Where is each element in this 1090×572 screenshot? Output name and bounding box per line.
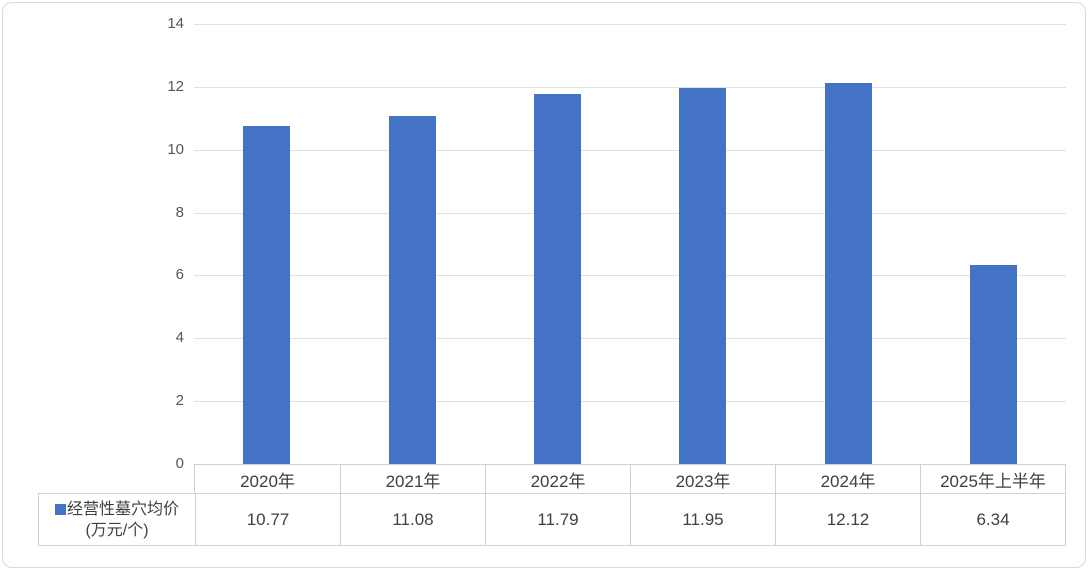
bar-2020年 <box>243 125 291 464</box>
bar-2022年 <box>533 93 581 464</box>
category-cell: 2025年上半年 <box>920 465 1065 493</box>
gridline <box>194 86 1066 88</box>
category-cell: 2021年 <box>340 465 485 493</box>
value-cell: 12.12 <box>775 494 920 545</box>
legend-cell: 经营性墓穴均价 (万元/个) <box>39 494 195 545</box>
gridline <box>194 338 1066 340</box>
value-cell: 6.34 <box>920 494 1065 545</box>
table-header-row: 2020年 2021年 2022年 2023年 2024年 2025年上半年 <box>194 464 1066 494</box>
value-cell: 11.08 <box>340 494 485 545</box>
gridline <box>194 401 1066 403</box>
y-tick-label: 10 <box>167 140 184 158</box>
table-value-row: 经营性墓穴均价 (万元/个) 10.77 11.08 11.79 11.95 12.12… <box>38 493 1066 546</box>
value-cell: 10.77 <box>195 494 340 545</box>
bar-2024年 <box>824 83 872 464</box>
category-cell: 2024年 <box>775 465 920 493</box>
bar-2025年上半年 <box>969 264 1017 464</box>
bar-2023年 <box>679 88 727 464</box>
category-cell: 2020年 <box>240 471 295 491</box>
y-tick-label: 2 <box>175 392 184 410</box>
legend-swatch-icon <box>54 503 66 515</box>
gridline <box>194 149 1066 151</box>
value-cell: 11.95 <box>630 494 775 545</box>
category-cell: 2023年 <box>630 465 775 493</box>
gridline <box>194 275 1066 277</box>
bar-2021年 <box>388 115 436 464</box>
y-tick-label: 4 <box>175 329 184 347</box>
legend-line: 经营性墓穴均价 <box>54 499 179 520</box>
legend-label: 经营性墓穴均价 <box>66 500 179 518</box>
gridline <box>194 212 1066 214</box>
legend-unit: (万元/个) <box>85 521 149 539</box>
y-tick-label: 12 <box>167 77 184 95</box>
y-tick-label: 6 <box>175 266 184 284</box>
y-tick-label: 0 <box>175 455 184 472</box>
gridline <box>194 24 1066 25</box>
value-cell: 11.79 <box>485 494 630 545</box>
y-tick-label: 8 <box>175 203 184 221</box>
category-cell: 2022年 <box>485 465 630 493</box>
y-tick-label: 14 <box>167 15 184 32</box>
